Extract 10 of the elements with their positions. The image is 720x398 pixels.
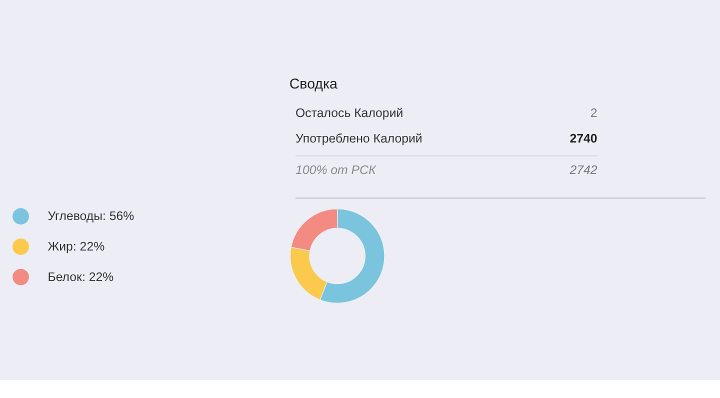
legend-label: Жир: 22% [48, 239, 105, 254]
legend-label: Углеводы: 56% [48, 209, 134, 224]
legend-label: Белок: 22% [48, 270, 114, 284]
text: 100% от РСК [296, 162, 376, 177]
text: Осталось Калорий [296, 106, 404, 120]
text: Употреблено Калорий [296, 131, 422, 146]
text: 2742 [568, 162, 598, 177]
text: Сводка [289, 76, 338, 92]
text: 2 [590, 106, 598, 120]
text: 2740 [570, 131, 598, 146]
